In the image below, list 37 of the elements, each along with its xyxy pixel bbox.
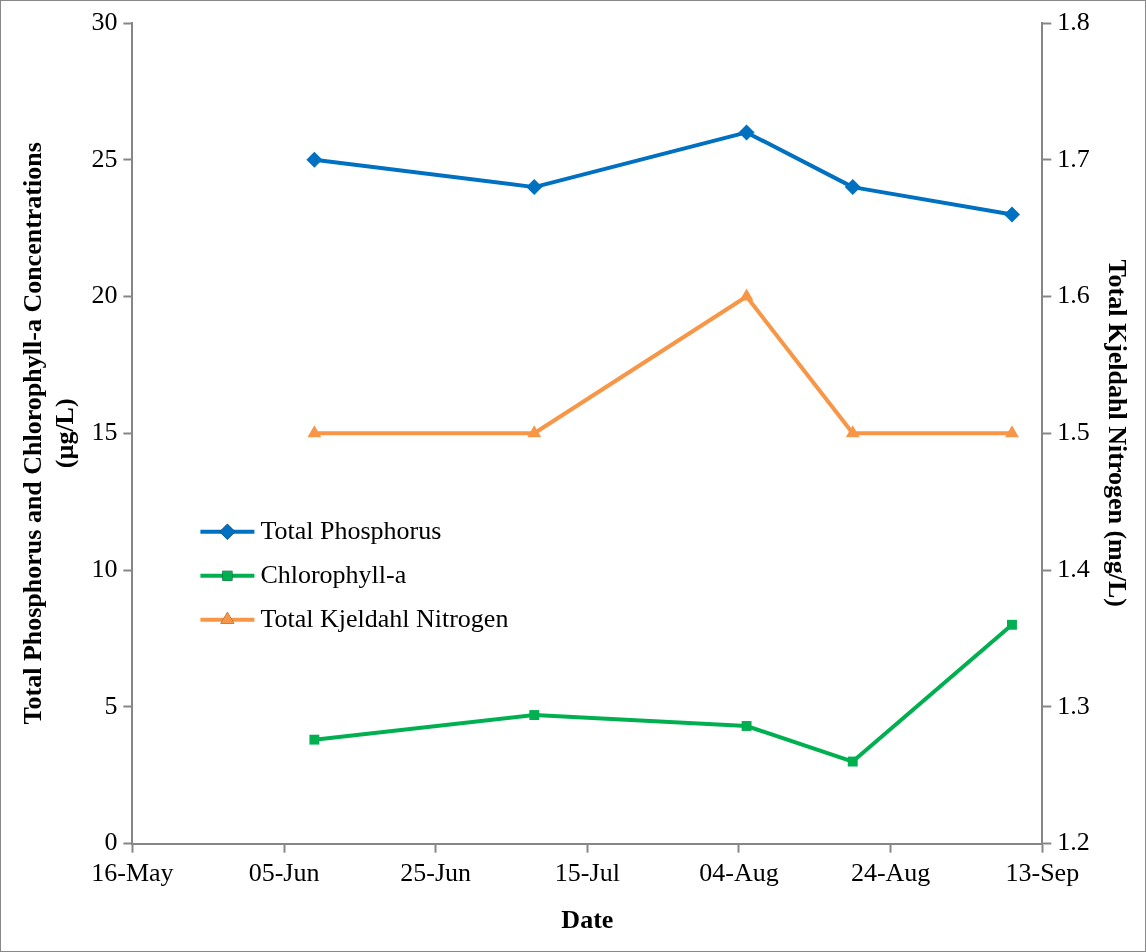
x-tick-label: 25-Jun	[400, 858, 472, 888]
point	[844, 179, 861, 196]
legend-label: Total Kjeldahl Nitrogen	[260, 603, 509, 633]
y-tick-label: 10	[91, 553, 118, 583]
point	[1003, 206, 1020, 223]
x-tick-label: 16-May	[91, 858, 174, 888]
x-tick-label: 04-Aug	[699, 858, 779, 888]
y2-tick-label: 1.8	[1057, 6, 1090, 36]
x-tick-label: 15-Jul	[554, 858, 620, 888]
y-tick-label: 5	[104, 690, 118, 720]
y2-axis-title: Total Kjeldahl Nitrogen (mg/L)	[1102, 259, 1132, 607]
point	[526, 179, 543, 196]
y2-tick-label: 1.3	[1057, 690, 1090, 720]
y-axis-title: Total Phosphorus and Chlorophyll-a Concentrations (µg/L)	[18, 142, 79, 725]
x-tick-label: 24-Aug	[850, 858, 931, 888]
y-tick-label: 0	[104, 827, 118, 857]
x-tick-label: 13-Sep	[1005, 858, 1080, 888]
point	[309, 734, 320, 745]
point	[529, 710, 540, 720]
x-tick-label: 05-Jun	[248, 858, 320, 888]
y-tick-label: 25	[91, 143, 118, 173]
y2-tick-label: 1.6	[1057, 280, 1090, 310]
y2-tick-label: 1.5	[1057, 417, 1090, 447]
y-tick-label: 15	[91, 417, 118, 447]
point	[738, 124, 755, 141]
y-tick-label: 20	[91, 280, 118, 310]
legend-label: Total Phosphorus	[260, 515, 442, 545]
y-tick-label: 30	[91, 6, 118, 36]
y2-tick-label: 1.4	[1057, 553, 1090, 583]
point	[306, 151, 323, 168]
point	[847, 756, 858, 767]
point	[741, 721, 752, 731]
y2-tick-label: 1.2	[1057, 827, 1090, 857]
point	[1007, 619, 1017, 630]
legend-label: Chlorophyll-a	[260, 559, 407, 589]
x-axis-title: Date	[561, 905, 614, 935]
y2-tick-label: 1.7	[1057, 143, 1090, 173]
